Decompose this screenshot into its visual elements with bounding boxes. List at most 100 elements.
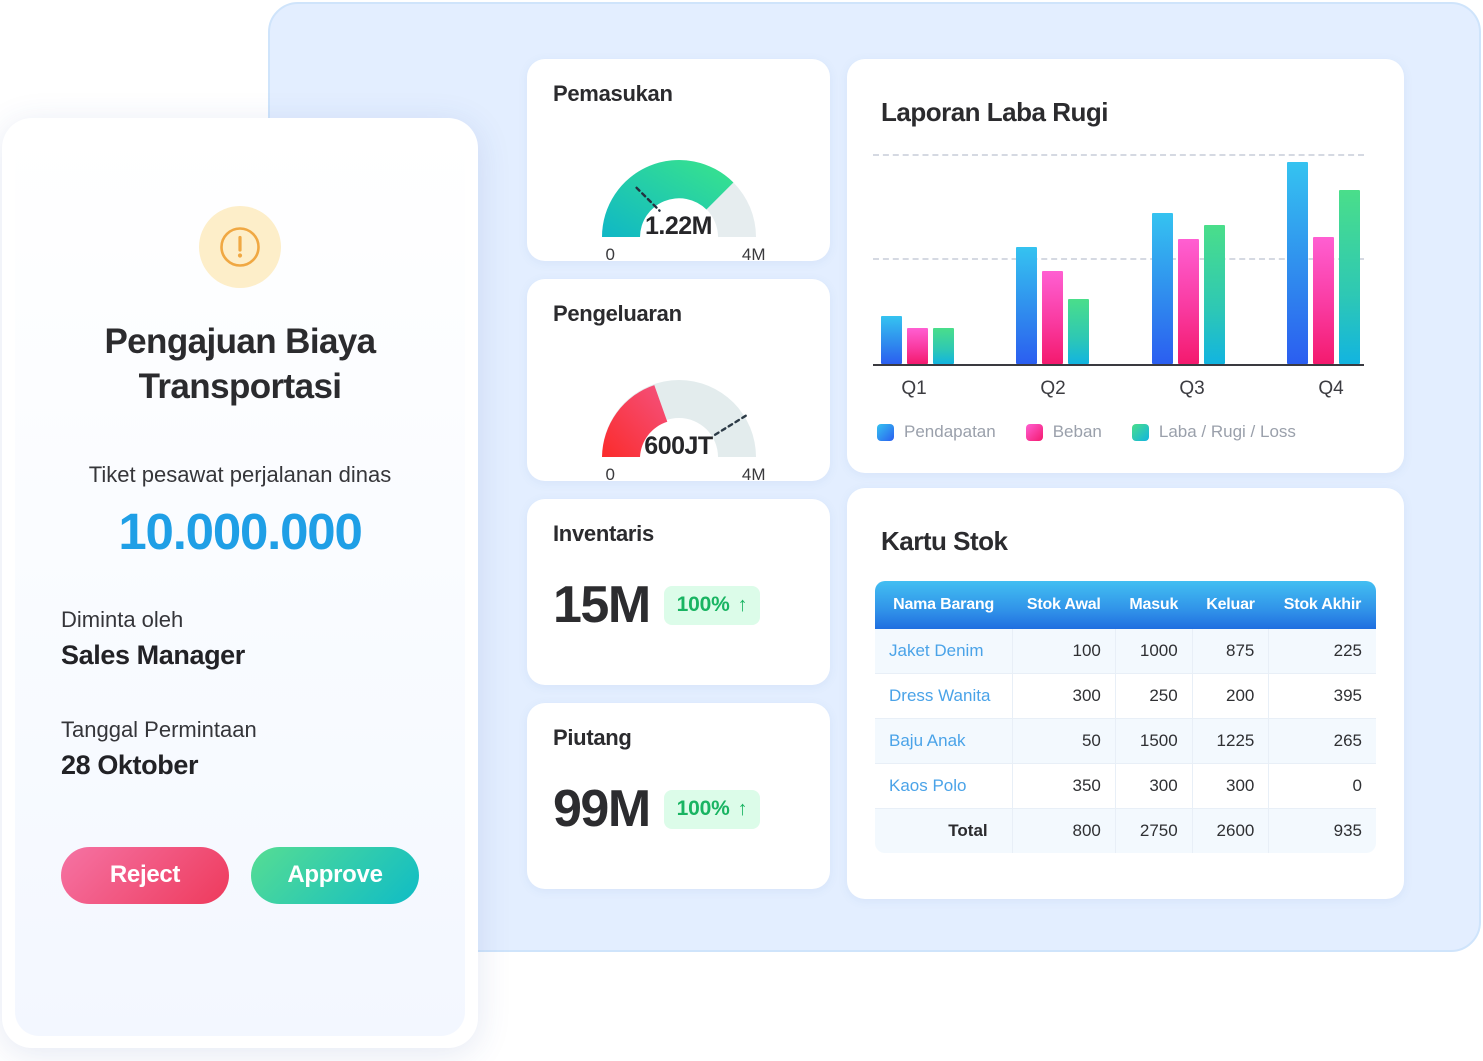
legend-label: Pendapatan (904, 422, 996, 441)
cell-value: 300 (1192, 763, 1270, 809)
column-header[interactable]: Nama Barang (875, 581, 1013, 629)
cell-item-name: Baju Anak (875, 718, 1013, 764)
total-value: 935 (1268, 808, 1376, 853)
gauge-max-label: 4M (741, 465, 766, 484)
badge-value: 100% (676, 592, 730, 616)
bar-q1-2 (933, 327, 954, 364)
total-value: 2600 (1192, 808, 1270, 853)
reject-button[interactable]: Reject (61, 846, 229, 904)
stock-table: Nama Barang Stok Awal Masuk Keluar Stok Akhi… (875, 581, 1376, 853)
cell-value: 395 (1268, 673, 1376, 719)
total-value: 2750 (1115, 808, 1193, 853)
chart-title: Laporan Laba Rugi (881, 97, 1108, 127)
legend-item[interactable]: Beban (1025, 422, 1102, 442)
chart-legend: Pendapatan Beban Laba / Rugi / Loss (877, 422, 1404, 442)
up-arrow-icon: ↑ (737, 797, 748, 820)
x-axis-label: Q1 (901, 378, 927, 399)
cell-value: 1500 (1115, 718, 1193, 764)
requester-label: Diminta oleh (61, 606, 184, 632)
cell-value: 265 (1268, 718, 1376, 764)
table-row[interactable]: Dress Wanita 300 250 200 395 (875, 673, 1376, 719)
column-header[interactable]: Stok Awal (1012, 581, 1116, 629)
cell-value: 300 (1115, 763, 1193, 809)
request-date-field: Tanggal Permintaan 28 Oktober (61, 717, 419, 781)
approve-button[interactable]: Approve (251, 846, 419, 904)
table-head: Nama Barang Stok Awal Masuk Keluar Stok Akhi… (875, 581, 1376, 629)
status-badge: 100% ↑ (663, 585, 761, 625)
column-header[interactable]: Stok Akhir (1268, 581, 1376, 629)
kpi-row: 99M 100% ↑ (553, 783, 804, 835)
gauge-arc (601, 380, 756, 457)
table-row[interactable]: Jaket Denim 100 1000 875 225 (875, 629, 1376, 674)
bar-group (1016, 154, 1090, 364)
column-header[interactable]: Masuk (1115, 581, 1193, 629)
warning-exclamation-icon (199, 206, 281, 288)
legend-label: Laba / Rugi / Loss (1158, 422, 1296, 441)
gauge-scale: 0 4M (584, 245, 774, 267)
table-row[interactable]: Baju Anak 50 1500 1225 265 (875, 718, 1376, 764)
card-title: Inventaris (553, 521, 654, 546)
bar-group (881, 154, 954, 364)
card-title: Pengeluaran (553, 301, 682, 326)
bar-q3-2 (1203, 224, 1225, 364)
bar-q3-1 (1177, 238, 1199, 364)
gridline-mid (873, 258, 1364, 260)
gauge-scale: 0 4M (584, 465, 774, 487)
gauge-arc (601, 159, 756, 237)
legend-swatch-icon (1131, 423, 1149, 441)
table-total-row: Total 800 2750 2600 935 (875, 808, 1376, 853)
request-amount: 10.000.000 (118, 502, 362, 560)
approval-card-frame: Pengajuan Biaya Transportasi Tiket pesaw… (2, 118, 478, 1048)
legend-swatch-icon (1025, 423, 1043, 441)
x-axis-labels: Q1 Q2 Q3 Q4 (875, 378, 1370, 400)
x-axis-label: Q2 (1040, 378, 1066, 399)
gridline-top (873, 154, 1364, 156)
column-header[interactable]: Keluar (1192, 581, 1269, 629)
card-laporan-laba-rugi: Laporan Laba Rugi Q1 Q2 Q3 Q4 Pendapatan Beb… (847, 59, 1404, 473)
bar-q2-2 (1068, 299, 1090, 364)
dashboard-panel: Pemasukan (268, 2, 1481, 952)
table-header-row: Nama Barang Stok Awal Masuk Keluar Stok Akhi… (875, 581, 1376, 629)
bar-q4-2 (1338, 190, 1360, 364)
card-kartu-stok: Kartu Stok Nama Barang Stok Awal Masuk Kelu… (847, 488, 1404, 899)
gauge-pemasukan: 1.22M (584, 121, 774, 243)
table-row[interactable]: Kaos Polo 350 300 300 0 (875, 763, 1376, 809)
gauge-min-label: 0 (605, 465, 615, 484)
cell-value: 350 (1012, 763, 1116, 809)
cell-value: 100 (1012, 629, 1116, 674)
gauge-max-label: 4M (741, 245, 766, 264)
bar-groups (881, 154, 1360, 364)
legend-item[interactable]: Pendapatan (877, 422, 996, 442)
bar-q4-0 (1286, 162, 1308, 364)
x-axis-label: Q3 (1179, 378, 1205, 399)
request-description: Tiket pesawat perjalanan dinas (88, 461, 392, 487)
x-axis (873, 364, 1364, 366)
bar-q3-0 (1151, 212, 1173, 364)
cell-value: 50 (1012, 718, 1116, 764)
stock-table-wrapper: Nama Barang Stok Awal Masuk Keluar Stok Akhi… (875, 581, 1376, 853)
cell-value: 0 (1268, 763, 1376, 809)
card-inventaris: Inventaris 15M 100% ↑ (527, 499, 830, 685)
action-buttons: Reject Approve (61, 846, 419, 904)
cell-value: 225 (1268, 629, 1376, 674)
bar-q1-1 (907, 327, 928, 364)
legend-item[interactable]: Laba / Rugi / Loss (1131, 422, 1296, 442)
kpi-value: 99M (553, 780, 651, 838)
kpi-value: 15M (553, 576, 651, 634)
gauge-value: 600JT (644, 432, 713, 460)
page-title: Pengajuan Biaya Transportasi (104, 322, 376, 406)
status-badge: 100% ↑ (663, 789, 761, 829)
cell-value: 200 (1192, 673, 1270, 719)
requester-field: Diminta oleh Sales Manager (61, 607, 419, 671)
bar-q1-0 (881, 315, 902, 364)
kpi-row: 15M 100% ↑ (553, 579, 804, 631)
gauge-min-label: 0 (605, 245, 615, 264)
request-date-value: 28 Oktober (61, 749, 199, 780)
cell-value: 1000 (1115, 629, 1193, 674)
table-title: Kartu Stok (881, 526, 1008, 556)
bar-group (1286, 154, 1360, 364)
metric-cards-column: Pemasukan (527, 59, 830, 907)
card-title: Pemasukan (553, 81, 673, 106)
cell-item-name: Dress Wanita (875, 673, 1013, 719)
up-arrow-icon: ↑ (737, 593, 748, 616)
